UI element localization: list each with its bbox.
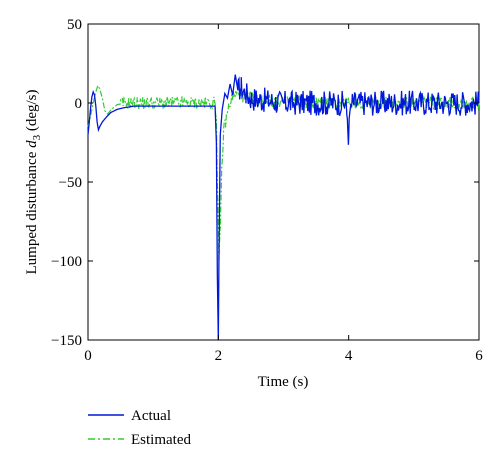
y-tick-label: −50 [59, 175, 82, 191]
ticks-layer: 0 2 4 6 50 0 −50 −100 −150 [51, 17, 483, 364]
legend-label-actual: Actual [131, 408, 171, 424]
y-tick-label: 0 [75, 96, 83, 112]
x-tick-label: 2 [215, 348, 223, 364]
x-axis-label: Time (s) [258, 374, 309, 390]
legend: Actual Estimated [88, 408, 191, 448]
x-tick-label: 6 [475, 348, 483, 364]
y-axis-label: Lumped disturbance d3 (deg/s) [24, 89, 43, 274]
plot-frame [87, 23, 480, 341]
y-tick-label: −100 [51, 254, 82, 270]
series-layer [87, 74, 480, 341]
legend-label-estimated: Estimated [131, 432, 191, 448]
y-tick-label: 50 [67, 17, 82, 33]
series-line-estimated [87, 84, 480, 262]
x-tick-label: 0 [84, 348, 92, 364]
x-tick-label: 4 [345, 348, 353, 364]
series-line-actual [87, 74, 480, 341]
y-tick-label: −150 [51, 333, 82, 349]
